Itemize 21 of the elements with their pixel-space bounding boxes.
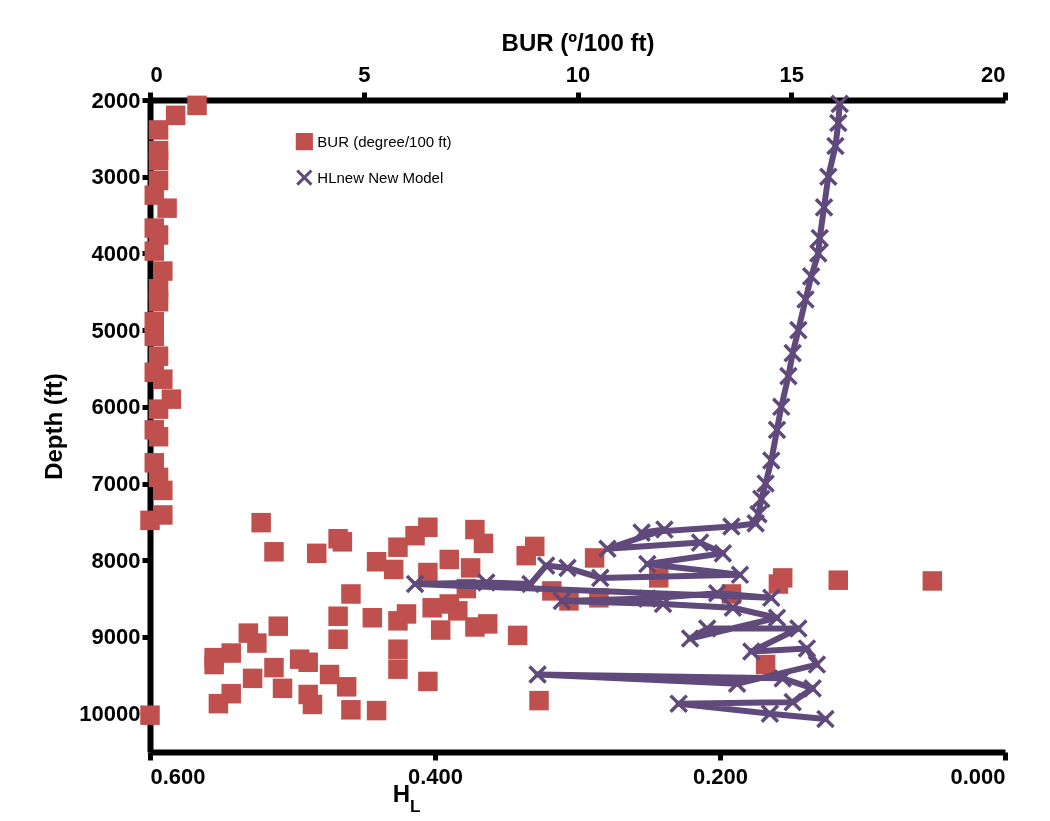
legend-label: HLnew New Model <box>317 168 444 186</box>
y-tick-label: 9000 <box>91 624 141 650</box>
x2-tick-label: 20 <box>981 61 1006 87</box>
y-tick-label: 2000 <box>91 87 141 113</box>
x2-tick-label: 10 <box>565 61 591 87</box>
x2-axis-title: BUR (º/100 ft) <box>501 28 655 56</box>
y-tick-label: 7000 <box>91 471 141 497</box>
y-tick-label: 3000 <box>91 164 141 190</box>
x2-tick-label: 0 <box>150 61 163 87</box>
y-tick-label: 8000 <box>91 547 141 573</box>
y-axis-title: Depth (ft) <box>40 373 68 480</box>
y-tick-label: 10000 <box>79 701 141 727</box>
x-tick-label: 0.200 <box>692 763 749 789</box>
x-tick-label: 0.000 <box>950 763 1006 789</box>
legend-label: BUR (degree/100 ft) <box>317 132 452 150</box>
x2-tick-label: 5 <box>358 61 371 87</box>
x-tick-label: 0.600 <box>150 763 206 789</box>
y-tick-label: 4000 <box>91 240 141 266</box>
y-tick-label: 5000 <box>91 317 141 343</box>
x2-tick-label: 15 <box>779 61 804 87</box>
y-tick-label: 6000 <box>91 394 141 420</box>
